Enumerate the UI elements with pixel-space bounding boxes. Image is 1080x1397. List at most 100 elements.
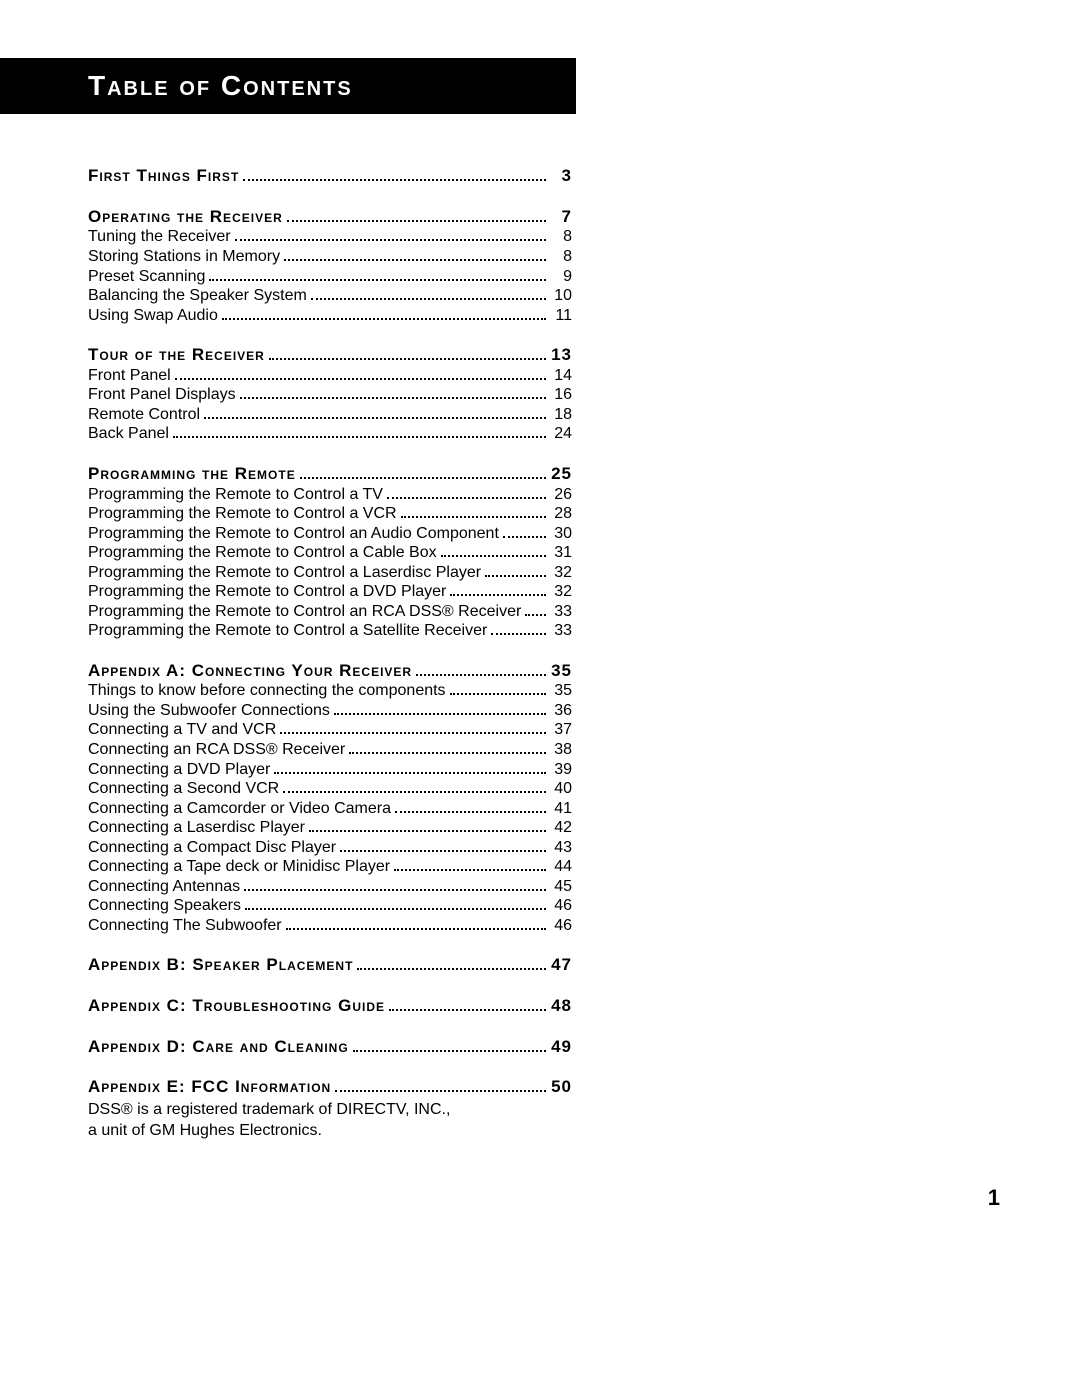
toc-page-number: 43: [550, 838, 572, 858]
toc-leader-dots: [287, 209, 546, 222]
toc-leader-dots: [389, 998, 546, 1011]
toc-gap: [88, 444, 572, 464]
toc-entry: Programming the Remote to Control a Lase…: [88, 563, 572, 583]
toc-label: Storing Stations in Memory: [88, 247, 280, 267]
toc-entry: Connecting The Subwoofer46: [88, 916, 572, 936]
page: Table of Contents First Things First3Ope…: [0, 0, 1080, 1397]
toc-page-number: 48: [550, 996, 572, 1017]
toc-leader-dots: [335, 1080, 546, 1093]
toc-section: Programming the Remote 25: [88, 464, 572, 485]
toc-gap: [88, 641, 572, 661]
toc-page-number: 7: [550, 207, 572, 228]
toc-leader-dots: [173, 426, 546, 439]
toc-section: Appendix E: FCC Information 50: [88, 1077, 572, 1098]
toc-entry: Connecting a Compact Disc Player 43: [88, 838, 572, 858]
toc-entry: Programming the Remote to Control a DVD …: [88, 582, 572, 602]
toc-leader-dots: [244, 878, 546, 891]
toc-leader-dots: [286, 917, 546, 930]
toc-page-number: 31: [550, 543, 572, 563]
toc-entry: Programming the Remote to Control a VCR2…: [88, 504, 572, 524]
toc-leader-dots: [349, 741, 546, 754]
toc-gap: [88, 976, 572, 996]
toc-leader-dots: [175, 367, 546, 380]
toc-page-number: 24: [550, 424, 572, 444]
toc-page-number: 25: [550, 464, 572, 485]
table-of-contents: First Things First3Operating the Receive…: [88, 166, 572, 1098]
toc-label: Connecting Antennas: [88, 877, 240, 897]
toc-entry: Storing Stations in Memory 8: [88, 247, 572, 267]
toc-label: Appendix E: FCC Information: [88, 1077, 331, 1098]
toc-label: Programming the Remote to Control a VCR: [88, 504, 397, 524]
toc-entry: Connecting a DVD Player39: [88, 760, 572, 780]
toc-page-number: 8: [550, 227, 572, 247]
toc-label: Remote Control: [88, 405, 200, 425]
toc-leader-dots: [311, 287, 546, 300]
toc-label: Front Panel Displays: [88, 385, 236, 405]
toc-leader-dots: [450, 683, 546, 696]
toc-page-number: 35: [550, 661, 572, 682]
toc-label: Appendix D: Care and Cleaning: [88, 1037, 349, 1058]
toc-page-number: 42: [550, 818, 572, 838]
toc-label: Programming the Remote to Control a DVD …: [88, 582, 446, 602]
toc-page-number: 50: [550, 1077, 572, 1098]
toc-leader-dots: [300, 466, 546, 479]
toc-leader-dots: [394, 858, 546, 871]
toc-label: Connecting a Second VCR: [88, 779, 279, 799]
toc-leader-dots: [416, 663, 546, 676]
toc-entry: Tuning the Receiver8: [88, 227, 572, 247]
toc-page-number: 26: [550, 485, 572, 505]
page-number: 1: [988, 1185, 1000, 1211]
toc-entry: Programming the Remote to Control a Sate…: [88, 621, 572, 641]
toc-page-number: 18: [550, 405, 572, 425]
toc-label: Back Panel: [88, 424, 169, 444]
toc-leader-dots: [222, 307, 546, 320]
toc-leader-dots: [204, 406, 546, 419]
toc-label: Connecting a Compact Disc Player: [88, 838, 336, 858]
toc-gap: [88, 1057, 572, 1077]
toc-label: Appendix B: Speaker Placement: [88, 955, 353, 976]
toc-page-number: 33: [550, 602, 572, 622]
toc-page-number: 8: [550, 247, 572, 267]
toc-label: Connecting a Camcorder or Video Camera: [88, 799, 391, 819]
toc-page-number: 32: [550, 563, 572, 583]
toc-entry: Using the Subwoofer Connections36: [88, 701, 572, 721]
title-bar: Table of Contents: [0, 58, 576, 114]
footnote-line-1: DSS® is a registered trademark of DIRECT…: [88, 1100, 588, 1121]
toc-label: Connecting a Laserdisc Player: [88, 818, 305, 838]
toc-entry: Connecting Speakers46: [88, 896, 572, 916]
trademark-footnote: DSS® is a registered trademark of DIRECT…: [88, 1100, 588, 1142]
toc-page-number: 41: [550, 799, 572, 819]
toc-entry: Connecting a Laserdisc Player 42: [88, 818, 572, 838]
toc-page-number: 37: [550, 720, 572, 740]
toc-leader-dots: [280, 722, 546, 735]
toc-entry: Front Panel14: [88, 366, 572, 386]
page-title: Table of Contents: [88, 70, 353, 102]
toc-entry: Remote Control 18: [88, 405, 572, 425]
toc-page-number: 10: [550, 286, 572, 306]
toc-gap: [88, 1017, 572, 1037]
toc-leader-dots: [235, 229, 546, 242]
toc-leader-dots: [450, 583, 546, 596]
toc-label: Tour of the Receiver: [88, 345, 265, 366]
toc-label: First Things First: [88, 166, 239, 187]
toc-entry: Things to know before connecting the com…: [88, 681, 572, 701]
toc-page-number: 9: [550, 267, 572, 287]
toc-entry: Programming the Remote to Control a Cabl…: [88, 543, 572, 563]
toc-label: Programming the Remote to Control an Aud…: [88, 524, 499, 544]
toc-page-number: 11: [550, 306, 572, 326]
toc-label: Connecting Speakers: [88, 896, 241, 916]
toc-section: Appendix B: Speaker Placement47: [88, 955, 572, 976]
toc-section: Appendix A: Connecting Your Receiver35: [88, 661, 572, 682]
toc-entry: Preset Scanning9: [88, 267, 572, 287]
toc-entry: Programming the Remote to Control an Aud…: [88, 524, 572, 544]
toc-label: Programming the Remote: [88, 464, 296, 485]
toc-leader-dots: [353, 1039, 546, 1052]
footnote-line-2: a unit of GM Hughes Electronics.: [88, 1121, 588, 1142]
toc-entry: Connecting an RCA DSS® Receiver38: [88, 740, 572, 760]
toc-leader-dots: [240, 387, 546, 400]
toc-page-number: 3: [550, 166, 572, 187]
toc-section: First Things First 3: [88, 166, 572, 187]
toc-page-number: 39: [550, 760, 572, 780]
toc-leader-dots: [441, 544, 546, 557]
toc-entry: Using Swap Audio11: [88, 306, 572, 326]
